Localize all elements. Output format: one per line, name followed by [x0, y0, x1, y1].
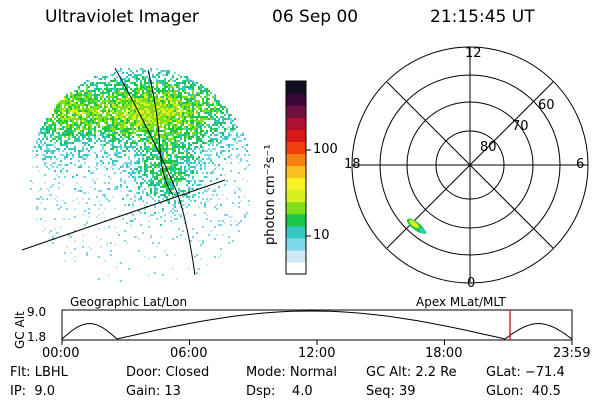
colorbar-unit-label: photon cm⁻²s⁻¹: [263, 144, 278, 245]
timeline-xtick-1200: 12:00: [298, 346, 336, 361]
mlat-label-60: 60: [538, 98, 555, 113]
timeline-xtick-2359: 23:59: [553, 346, 591, 361]
timeline-xtick-0000: 00:00: [42, 346, 80, 361]
polar-diagonal-2: [386, 81, 554, 249]
timeline-frame: [61, 309, 573, 341]
timeline-axis-label: GC Alt: [13, 311, 27, 349]
mlt-label-12: 12: [465, 46, 482, 61]
instrument-title: Ultraviolet Imager: [45, 7, 199, 27]
status-glat: GLat: −71.4: [486, 365, 565, 380]
mlt-label-6: 6: [576, 157, 585, 172]
status-glon: GLon: 40.5: [486, 384, 561, 399]
timeline-xtick-1800: 18:00: [425, 346, 463, 361]
time-label: 21:15:45 UT: [430, 7, 535, 27]
color-bar: [286, 81, 306, 275]
gc-altitude-curve: [61, 310, 573, 340]
polar-plot: [351, 46, 589, 284]
color-bar-band: [286, 213, 306, 227]
mlat-label-70: 70: [512, 119, 529, 134]
status-filter: Flt: LBHL: [10, 365, 68, 380]
status-door: Door: Closed: [126, 365, 210, 380]
color-bar-band: [286, 249, 306, 263]
status-seq: Seq: 39: [366, 384, 416, 399]
color-bar-band: [286, 93, 306, 106]
latitude-line: [21, 179, 226, 251]
status-mode: Mode: Normal: [246, 365, 337, 380]
color-bar-band: [286, 117, 306, 130]
status-gc-alt: GC Alt: 2.2 Re: [366, 365, 457, 380]
status-ip: IP: 9.0: [10, 384, 55, 399]
timeline-right-title: Apex MLat/MLT: [416, 295, 506, 309]
color-bar-band: [286, 237, 306, 251]
color-bar-band: [286, 165, 306, 179]
color-bar-band: [286, 129, 306, 142]
polar-aurora-patch: [406, 218, 427, 235]
lon-line: [147, 69, 174, 196]
timeline-ytick-9: 9.0: [27, 305, 47, 319]
color-bar-band: [286, 189, 306, 203]
meridian-line: [114, 67, 196, 276]
status-gain: Gain: 13: [126, 384, 181, 399]
color-bar-band: [286, 261, 306, 275]
timeline-ytick-1.8: 1.8: [27, 330, 47, 344]
mlt-label-18: 18: [344, 157, 361, 172]
colorbar-label-10: 10: [313, 228, 330, 243]
colorbar-label-100: 100: [313, 142, 338, 157]
mlat-label-80: 80: [480, 140, 497, 155]
color-bar-band: [286, 225, 306, 239]
color-bar-frame: [285, 80, 307, 275]
timeline-left-title: Geographic Lat/Lon: [70, 295, 188, 309]
color-bar-band: [286, 177, 306, 191]
timeline-xtick-0600: 06:00: [170, 346, 208, 361]
status-dsp: Dsp: 4.0: [246, 384, 313, 399]
color-bar-band: [286, 141, 306, 154]
color-bar-band: [286, 81, 306, 94]
color-bar-band: [286, 153, 306, 167]
aurora-image: [30, 68, 250, 282]
date-label: 06 Sep 00: [272, 7, 359, 27]
mlt-label-0: 0: [467, 276, 476, 291]
timeline-ticks: [61, 340, 573, 345]
color-bar-band: [286, 201, 306, 215]
color-bar-band: [286, 105, 306, 118]
